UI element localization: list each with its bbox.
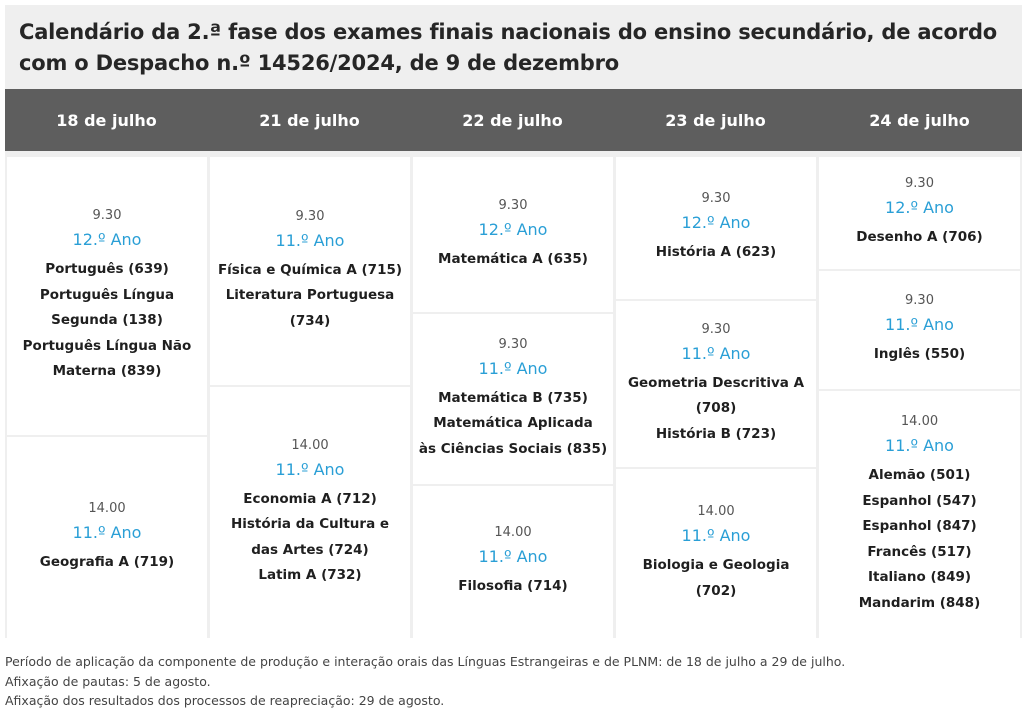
session-time: 9.30: [498, 197, 528, 213]
session-year: 11.º Ano: [72, 522, 142, 542]
session-cell: 9.30 11.º Ano Geometria Descritiva A (70…: [616, 301, 816, 467]
column-header: 21 de julho: [259, 110, 360, 130]
exam-line: Geometria Descritiva A: [627, 374, 805, 391]
exam-line: Geografia A (719): [39, 553, 175, 570]
column-header: 24 de julho: [869, 110, 970, 130]
exam-line: Italiano (849): [867, 569, 972, 585]
page-title: Calendário da 2.ª fase dos exames finais…: [19, 20, 998, 75]
session-time: 14.00: [900, 414, 939, 429]
footnote-pautas: Afixação de pautas: 5 de agosto.: [5, 673, 211, 689]
exam-line: Literatura Portuguesa: [225, 287, 395, 304]
session-time: 14.00: [291, 437, 329, 453]
exam-line: Materna (839): [52, 363, 162, 380]
exam-line: Matemática B (735): [438, 389, 588, 406]
exam-line: Latim A (732): [258, 567, 362, 583]
session-year: 11.º Ano: [275, 230, 345, 250]
session-cell: 9.30 12.º Ano Matemática A (635): [413, 157, 613, 312]
exam-line: História A (623): [655, 244, 777, 261]
column-21-julho: 9.30 11.º Ano Física e Química A (715) L…: [210, 151, 410, 638]
exam-line: História B (723): [655, 425, 777, 442]
exam-line: Francês (517): [867, 543, 972, 560]
exam-line: Espanhol (847): [862, 518, 977, 534]
exam-line: Biologia e Geologia: [642, 557, 790, 573]
exam-line: Inglês (550): [873, 346, 966, 363]
column-header: 22 de julho: [462, 110, 563, 130]
session-cell: 9.30 12.º Ano Português (639) Português …: [7, 157, 207, 435]
column-header: 23 de julho: [665, 110, 766, 130]
session-time: 9.30: [498, 336, 528, 352]
session-year: 11.º Ano: [478, 358, 548, 378]
session-year: 11.º Ano: [885, 436, 954, 455]
session-year: 12.º Ano: [72, 230, 142, 250]
exam-line: (708): [695, 400, 737, 417]
exam-line: Matemática A (635): [438, 250, 588, 267]
exam-line: Economia A (712): [243, 490, 377, 507]
session-cell: 14.00 11.º Ano Alemão (501) Espanhol (54…: [819, 391, 1020, 638]
session-cell: 14.00 11.º Ano Economia A (712) História…: [210, 387, 410, 638]
session-time: 9.30: [295, 208, 325, 224]
exam-line: Desenho A (706): [856, 229, 983, 246]
exam-line: História da Cultura e: [230, 516, 390, 532]
exam-line: das Artes (724): [251, 541, 369, 558]
column-header: 18 de julho: [56, 110, 157, 130]
column-24-julho: 9.30 12.º Ano Desenho A (706) 9.30 11.º …: [819, 151, 1020, 638]
exam-line: Português (639): [45, 261, 169, 278]
session-cell: 9.30 11.º Ano Física e Química A (715) L…: [210, 157, 410, 385]
session-year: 12.º Ano: [478, 219, 548, 239]
exam-line: (734): [289, 312, 331, 329]
session-cell: 14.00 11.º Ano Geografia A (719): [7, 437, 207, 638]
exam-line: Mandarim (848): [858, 594, 981, 611]
session-year: 11.º Ano: [478, 547, 548, 567]
footnote-orals: Período de aplicação da componente de pr…: [5, 654, 846, 669]
session-year: 11.º Ano: [275, 459, 345, 479]
session-year: 12.º Ano: [681, 213, 751, 233]
session-year: 11.º Ano: [885, 315, 954, 335]
session-cell: 14.00 11.º Ano Filosofia (714): [413, 486, 613, 638]
exam-line: Matemática Aplicada: [433, 415, 593, 432]
footnote-reapreciacao: Afixação dos resultados dos processos de…: [5, 693, 445, 708]
exam-line: Filosofia (714): [458, 578, 568, 595]
exam-line: Espanhol (547): [862, 492, 977, 509]
exam-line: Português Língua Não: [22, 337, 192, 354]
session-cell: 9.30 11.º Ano Matemática B (735) Matemát…: [413, 314, 613, 484]
session-time: 14.00: [697, 504, 735, 519]
session-time: 9.30: [701, 321, 731, 337]
session-time: 9.30: [905, 293, 934, 309]
column-18-julho: 9.30 12.º Ano Português (639) Português …: [7, 151, 207, 638]
footnotes: Período de aplicação da componente de pr…: [5, 652, 845, 711]
column-23-julho: 9.30 12.º Ano História A (623) 9.30 11.º…: [616, 151, 816, 638]
exam-line: Português Língua: [39, 286, 175, 303]
session-year: 11.º Ano: [681, 526, 751, 545]
session-time: 9.30: [92, 208, 122, 224]
session-time: 14.00: [88, 500, 126, 516]
exam-line: (702): [695, 582, 737, 599]
table-header: 18 de julho 21 de julho 22 de julho 23 d…: [5, 89, 1022, 151]
session-cell: 9.30 12.º Ano História A (623): [616, 157, 816, 299]
exam-line: Física e Química A (715): [217, 261, 403, 278]
session-time: 14.00: [494, 525, 532, 541]
session-time: 9.30: [905, 176, 934, 192]
exam-line: Alemão (501): [868, 467, 971, 483]
session-year: 11.º Ano: [681, 343, 751, 363]
session-year: 12.º Ano: [885, 198, 954, 218]
session-cell: 9.30 11.º Ano Inglês (550): [819, 271, 1020, 389]
session-cell: 9.30 12.º Ano Desenho A (706): [819, 157, 1020, 269]
exam-line: às Ciências Sociais (835): [418, 440, 608, 457]
column-22-julho: 9.30 12.º Ano Matemática A (635) 9.30 11…: [413, 151, 613, 638]
exam-line: Segunda (138): [51, 312, 163, 329]
calendar-table: Calendário da 2.ª fase dos exames finais…: [5, 5, 1022, 638]
session-cell: 14.00 11.º Ano Biologia e Geologia (702): [616, 469, 816, 638]
session-time: 9.30: [701, 191, 731, 207]
